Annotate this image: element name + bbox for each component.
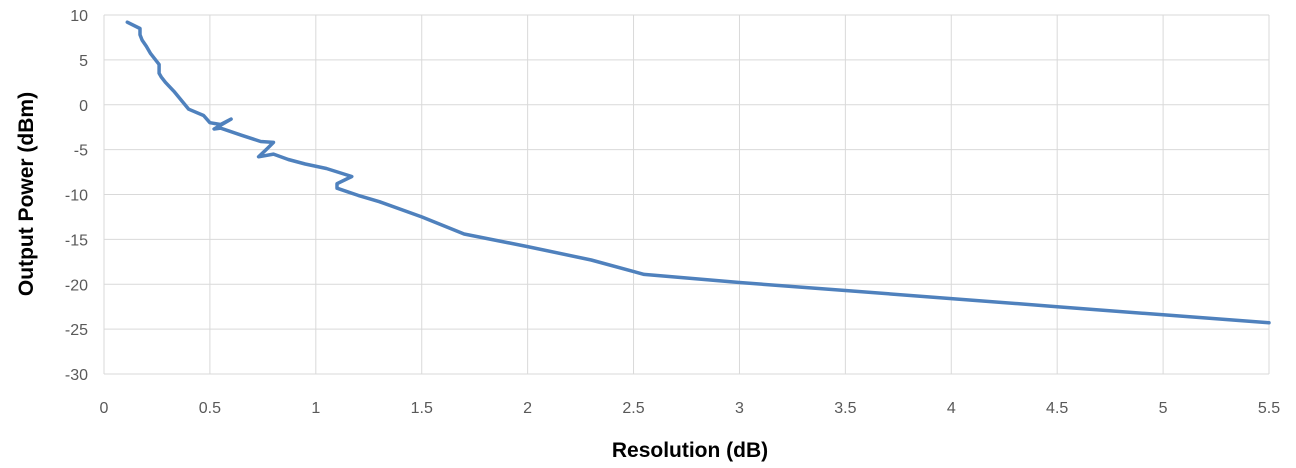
x-tick-label: 5.5 [1258, 400, 1280, 417]
x-tick-label: 2.5 [622, 400, 644, 417]
x-tick-label: 1 [311, 400, 320, 417]
y-tick-label: -10 [65, 188, 88, 205]
y-tick-label: -30 [65, 367, 88, 384]
y-tick-label: -20 [65, 277, 88, 294]
y-tick-label: 0 [79, 98, 88, 115]
y-tick-label: -15 [65, 232, 88, 249]
y-tick-label: 5 [79, 53, 88, 70]
y-tick-label: 10 [70, 8, 88, 25]
x-tick-label: 2 [523, 400, 532, 417]
x-tick-label: 1.5 [411, 400, 433, 417]
x-tick-label: 4 [947, 400, 956, 417]
y-axis-title: Output Power (dBm) [15, 92, 38, 296]
x-tick-label: 5 [1159, 400, 1168, 417]
x-tick-label: 3 [735, 400, 744, 417]
x-axis-tick-labels: 0 0.5 1 1.5 2 2.5 3 3.5 4 4.5 5 5.5 [100, 400, 1281, 417]
gridlines [103, 14, 1270, 375]
x-tick-label: 0 [100, 400, 109, 417]
x-tick-label: 4.5 [1046, 400, 1068, 417]
x-tick-label: 3.5 [834, 400, 856, 417]
x-axis-title: Resolution (dB) [612, 439, 768, 462]
y-axis-tick-labels: 10 5 0 -5 -10 -15 -20 -25 -30 [65, 8, 88, 384]
y-tick-label: -5 [74, 143, 88, 160]
series-line [125, 20, 1271, 325]
y-tick-label: -25 [65, 322, 88, 339]
data-series [125, 20, 1271, 325]
x-tick-label: 0.5 [199, 400, 221, 417]
